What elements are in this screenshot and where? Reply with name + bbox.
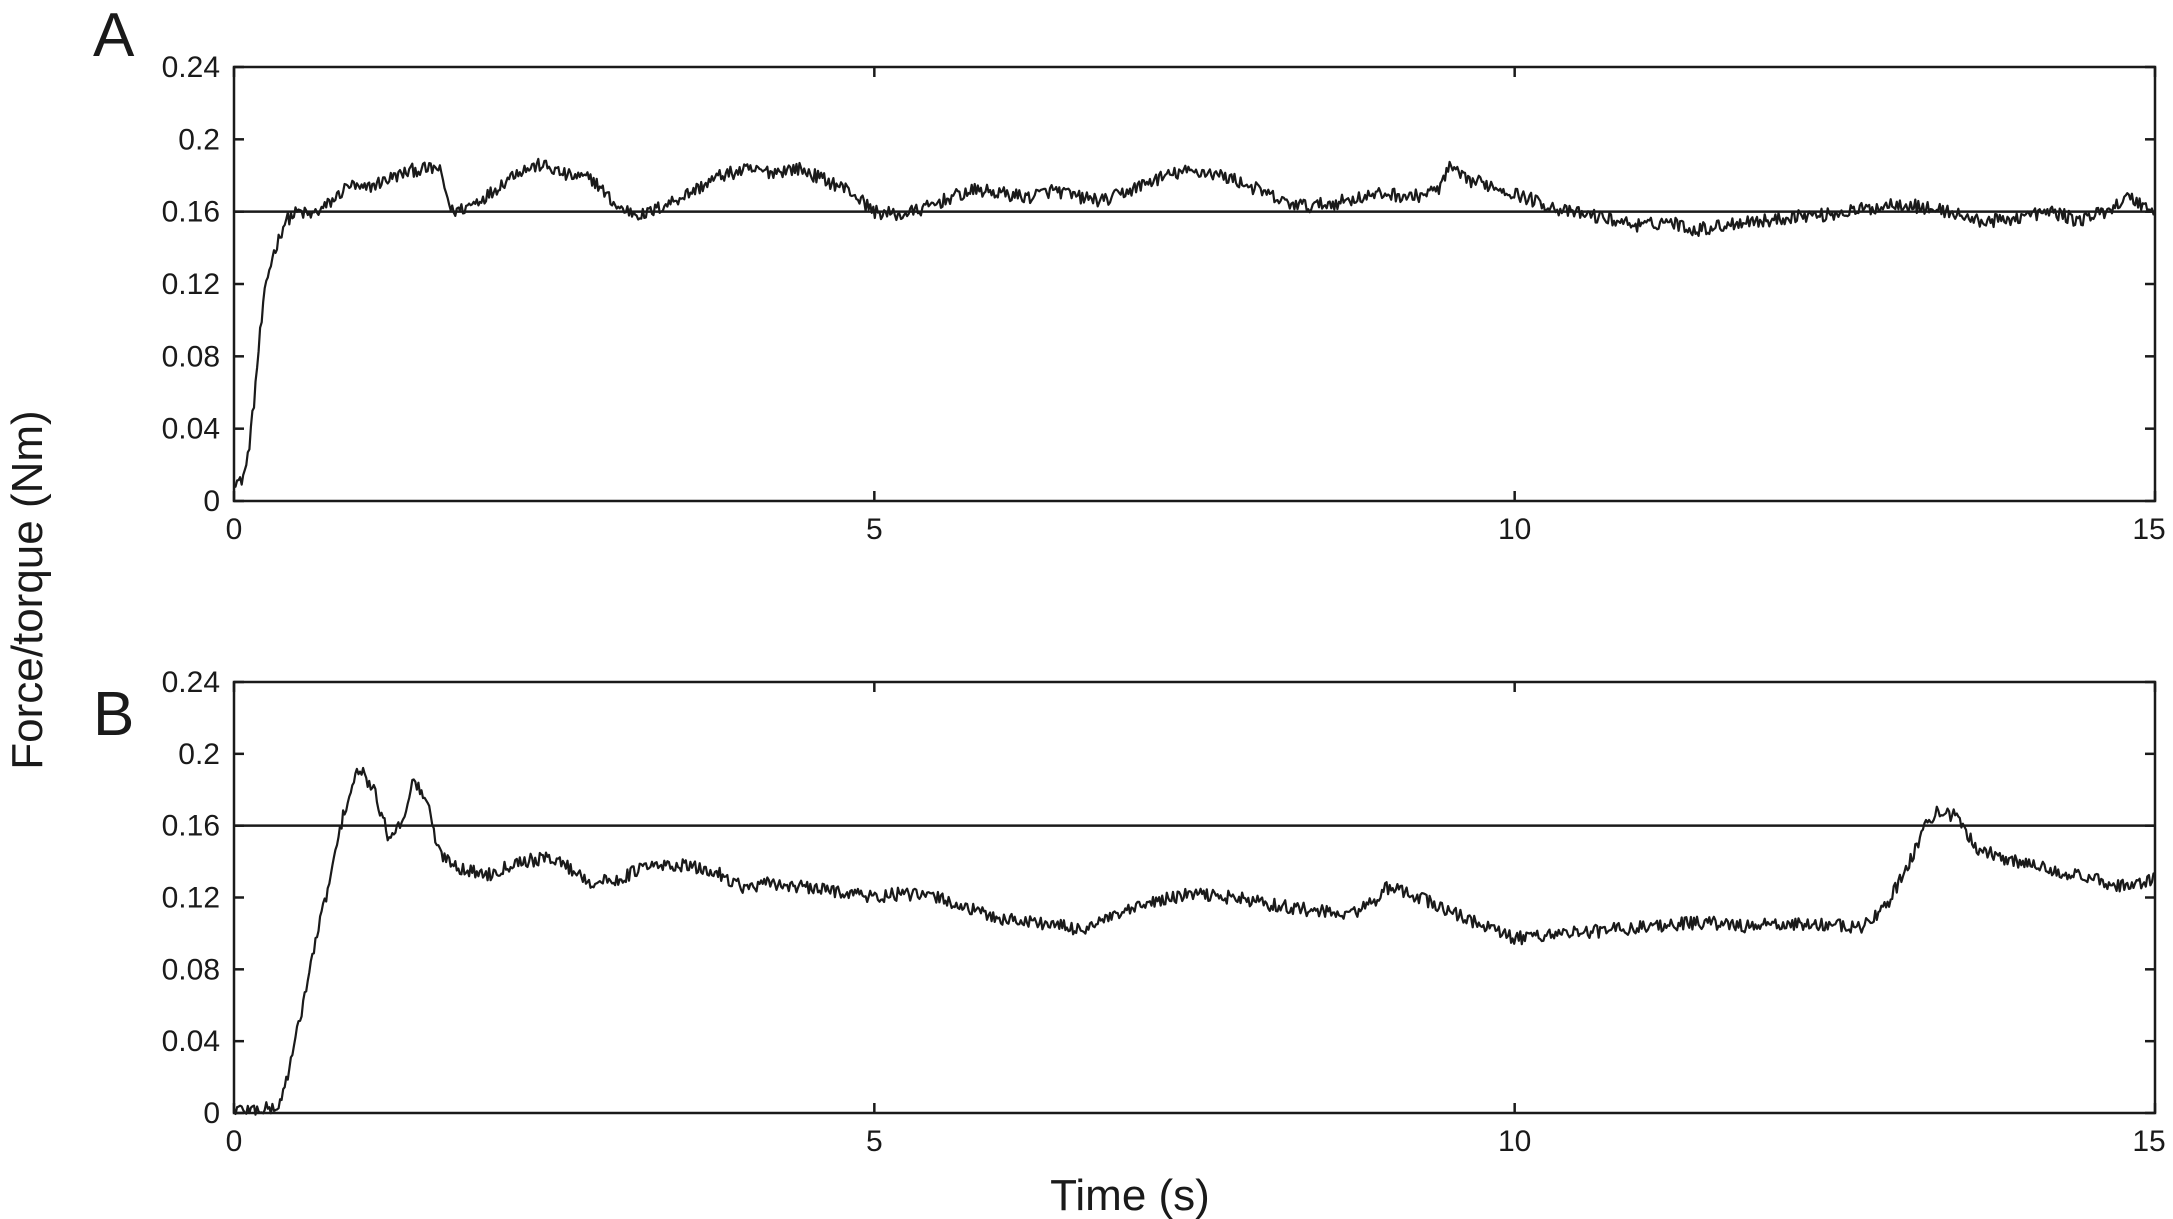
panel-a-y-tick-label: 0: [203, 485, 220, 518]
panel-b-y-tick-label: 0.2: [178, 738, 220, 771]
panel-a-x-tick-label: 0: [226, 513, 243, 546]
panel-a-y-tick-label: 0.2: [178, 123, 220, 156]
panel-b-y-tick-label: 0.04: [162, 1025, 220, 1058]
x-axis-title: Time (s): [1050, 1171, 1210, 1219]
panel-a-x-tick-label: 10: [1498, 513, 1531, 546]
panel-b-letter: B: [93, 680, 134, 749]
panel-a-y-tick-label: 0.16: [162, 196, 220, 229]
panel-b-x-tick-label: 0: [226, 1125, 243, 1158]
panel-b-series-line: [232, 766, 2156, 1116]
panel-b-x-tick-label: 15: [2132, 1125, 2165, 1158]
panel-b-y-tick-label: 0.24: [162, 666, 220, 699]
panel-b-y-tick-label: 0.08: [162, 953, 220, 986]
panel-a-x-tick-label: 15: [2132, 513, 2165, 546]
panel-a-series-line: [233, 157, 2156, 488]
panel-a-y-tick-label: 0.08: [162, 340, 220, 373]
panel-a-y-tick-label: 0.04: [162, 413, 220, 446]
panel-a-x-tick-label: 5: [866, 513, 883, 546]
y-axis-title: Force/torque (Nm): [3, 410, 52, 769]
panel-a-y-tick-label: 0.12: [162, 268, 220, 301]
panel-b-y-tick-label: 0.12: [162, 882, 220, 915]
panel-a-frame: [232, 65, 2157, 503]
panel-b-x-tick-label: 5: [866, 1125, 883, 1158]
panel-b-y-tick-label: 0.16: [162, 810, 220, 843]
panel-b-y-tick-label: 0: [203, 1097, 220, 1130]
panel-b-x-tick-label: 10: [1498, 1125, 1531, 1158]
panel-b: B 0 0.04 0.08 0.12 0.16 0.2 0.24 0 5 10 15: [93, 666, 2166, 1158]
panel-a-letter: A: [93, 1, 135, 70]
panel-a-y-tick-label: 0.24: [162, 51, 220, 84]
panel-a: A 0 0.04 0.08 0.12 0.16 0.2 0.24 0 5 10 15: [93, 1, 2166, 546]
